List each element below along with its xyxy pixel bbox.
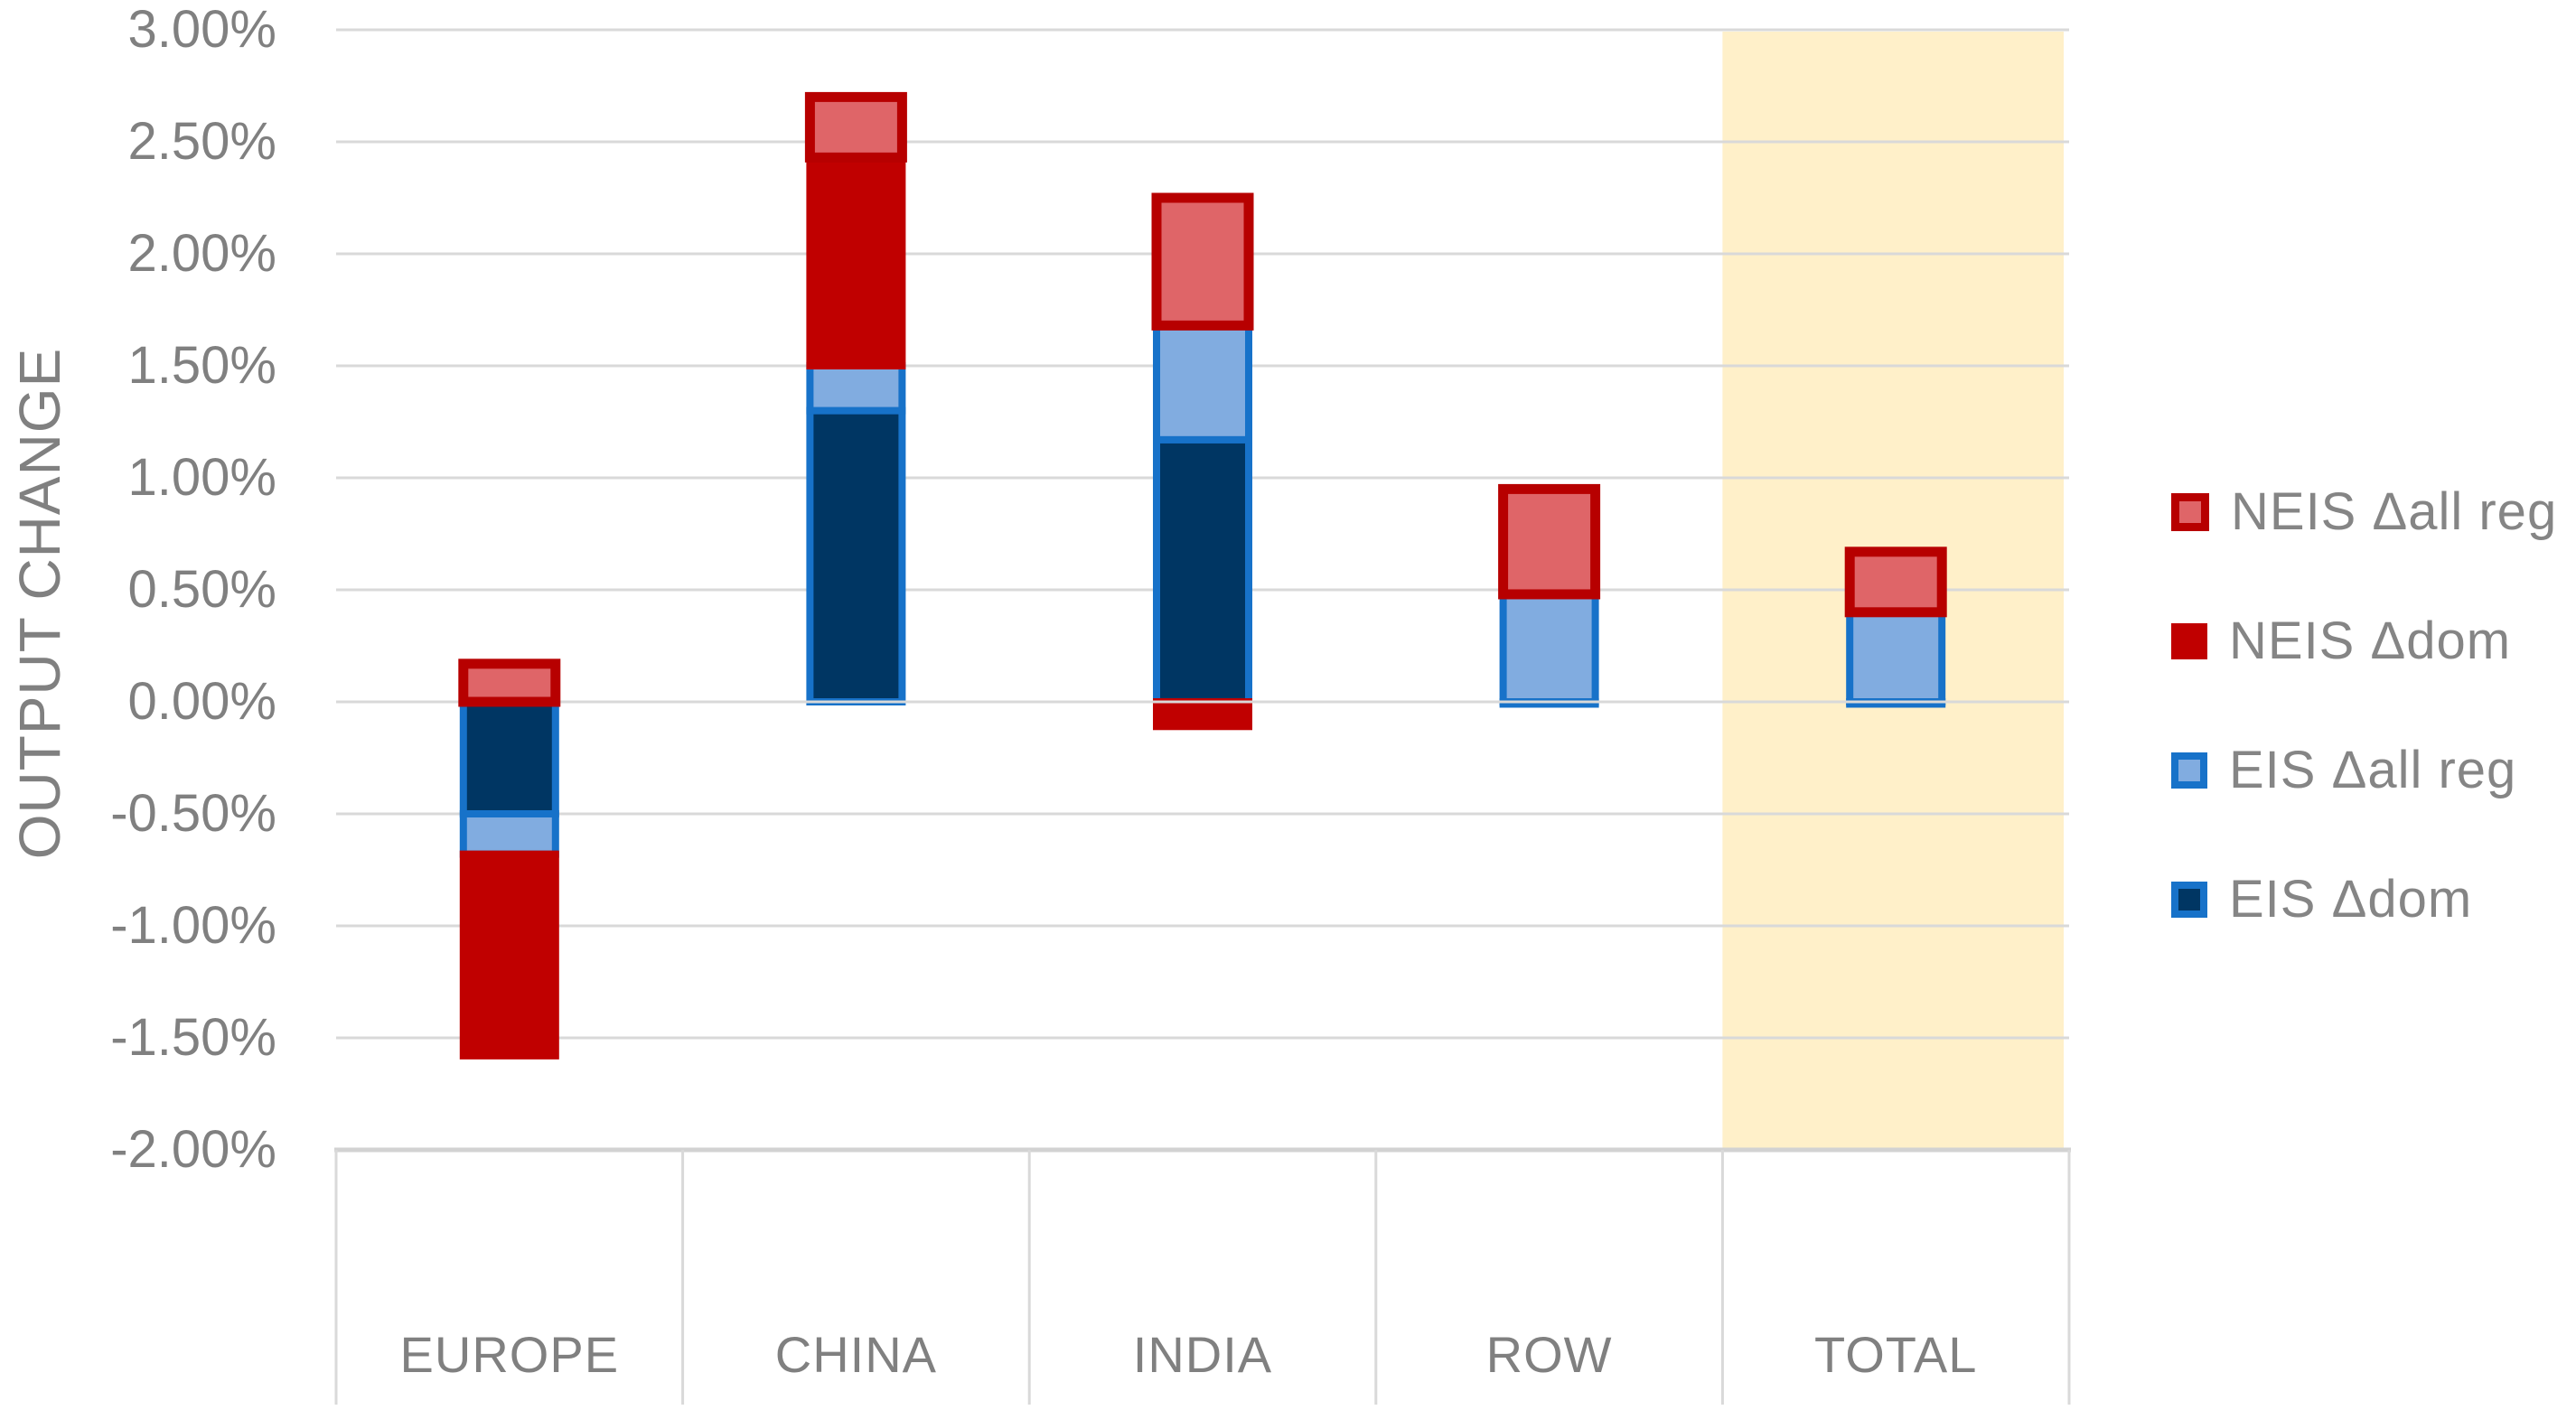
legend-item: NEIS Δall reg bbox=[2171, 481, 2557, 542]
bar-segment-china-3 bbox=[804, 91, 907, 163]
y-tick-label: 2.00% bbox=[127, 224, 276, 283]
x-category-label-europe: EUROPE bbox=[399, 1326, 620, 1383]
gridline bbox=[336, 28, 2069, 32]
category-divider bbox=[2067, 1150, 2071, 1405]
gridline bbox=[336, 812, 2069, 816]
y-tick-label: -1.00% bbox=[110, 896, 276, 955]
bar-segment-europe-1 bbox=[459, 810, 559, 858]
legend: NEIS Δall reg NEIS Δdom EIS Δall reg EIS Δd… bbox=[2171, 481, 2557, 929]
bar-segment-total-3 bbox=[1844, 546, 1947, 618]
bar-segment-india-3 bbox=[1151, 192, 1254, 331]
axis-band-border bbox=[334, 1147, 2071, 1153]
category-divider bbox=[681, 1150, 685, 1405]
y-tick-label: 1.00% bbox=[127, 448, 276, 507]
zero-gridline bbox=[336, 700, 2069, 704]
x-category-label-china: CHINA bbox=[774, 1326, 937, 1383]
bar-segment-europe-3 bbox=[458, 658, 561, 707]
bar-segment-china-2 bbox=[806, 154, 906, 369]
category-divider bbox=[334, 1150, 338, 1405]
legend-item: EIS Δdom bbox=[2171, 869, 2557, 929]
category-divider bbox=[1374, 1150, 1378, 1405]
bar-segment-europe-0 bbox=[459, 698, 559, 817]
bar-segment-total-1 bbox=[1846, 608, 1946, 705]
legend-swatch-icon bbox=[2171, 492, 2209, 531]
gridline bbox=[336, 924, 2069, 928]
y-tick-label: -0.50% bbox=[110, 784, 276, 843]
y-tick-label: -2.00% bbox=[110, 1120, 276, 1179]
legend-swatch-icon bbox=[2171, 752, 2207, 789]
legend-item: EIS Δall reg bbox=[2171, 740, 2557, 800]
legend-label: NEIS Δdom bbox=[2229, 612, 2512, 670]
y-tick-label: 0.50% bbox=[127, 560, 276, 619]
gridline bbox=[336, 140, 2069, 144]
category-divider bbox=[1720, 1150, 1724, 1405]
legend-swatch-icon bbox=[2171, 622, 2207, 659]
x-category-label-row: ROW bbox=[1485, 1326, 1613, 1383]
y-tick-label: 0.00% bbox=[127, 672, 276, 731]
x-category-label-total: TOTAL bbox=[1814, 1326, 1978, 1383]
bar-segment-row-3 bbox=[1498, 483, 1601, 600]
y-tick-label: 2.50% bbox=[127, 112, 276, 171]
legend-label: NEIS Δall reg bbox=[2231, 482, 2558, 541]
legend-label: EIS Δdom bbox=[2229, 870, 2473, 929]
legend-swatch-icon bbox=[2171, 881, 2207, 918]
bar-segment-europe-2 bbox=[459, 850, 559, 1060]
y-tick-label: 3.00% bbox=[127, 0, 276, 59]
bar-segment-india-0 bbox=[1153, 435, 1252, 705]
bar-segment-row-1 bbox=[1499, 590, 1599, 706]
bar-segment-china-0 bbox=[806, 406, 906, 705]
category-divider bbox=[1027, 1150, 1031, 1405]
bar-segment-china-1 bbox=[806, 362, 906, 415]
y-tick-label: 1.50% bbox=[127, 336, 276, 395]
x-category-label-india: INDIA bbox=[1132, 1326, 1273, 1383]
legend-label: EIS Δall reg bbox=[2229, 741, 2517, 799]
bar-segment-india-2 bbox=[1153, 698, 1252, 731]
y-tick-label: -1.50% bbox=[110, 1008, 276, 1067]
gridline bbox=[336, 1036, 2069, 1040]
legend-item: NEIS Δdom bbox=[2171, 611, 2557, 671]
bar-segment-india-1 bbox=[1153, 322, 1252, 444]
